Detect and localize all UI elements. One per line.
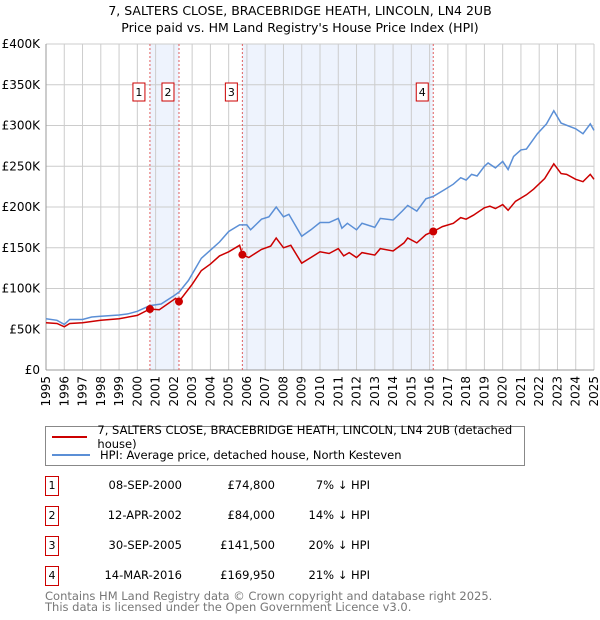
x-tick-label: 2001	[149, 376, 163, 407]
x-tick-label: 2014	[386, 376, 400, 407]
sale-label-box	[161, 82, 175, 102]
x-tick-label: 2017	[441, 376, 455, 407]
x-tick-label: 2000	[130, 376, 144, 407]
sale-label-box	[224, 82, 238, 102]
y-tick-label: £100K	[2, 282, 42, 296]
sale-label-box	[132, 82, 146, 102]
transaction-hpi-diff: 21% ↓ HPI	[308, 568, 370, 582]
x-tick-label: 1999	[112, 376, 126, 407]
x-tick-label: 2022	[532, 376, 546, 407]
transaction-row: 3 30-SEP-2005 £141,500 20% ↓ HPI	[45, 536, 545, 556]
chart-subtitle: Price paid vs. HM Land Registry's House …	[121, 20, 479, 35]
transaction-row: 1 08-SEP-2000 £74,800 7% ↓ HPI	[45, 476, 545, 496]
chart-title: 7, SALTERS CLOSE, BRACEBRIDGE HEATH, LIN…	[108, 3, 492, 18]
y-tick-label: £250K	[2, 159, 42, 173]
transaction-number: 1	[45, 476, 59, 496]
footer-licence: This data is licensed under the Open Gov…	[45, 600, 412, 614]
transaction-date: 30-SEP-2005	[108, 538, 182, 552]
transaction-price: £74,800	[227, 478, 275, 492]
x-tick-label: 2002	[167, 376, 181, 407]
y-tick-label: £400K	[2, 37, 42, 51]
legend-swatch-property	[52, 436, 88, 438]
y-tick-label: £350K	[2, 78, 42, 92]
transaction-date: 12-APR-2002	[107, 508, 182, 522]
transaction-price: £84,000	[227, 508, 275, 522]
x-tick-label: 1995	[39, 376, 53, 407]
price-chart: 1995 1996 1997 1998 1999 2000 2001 2002 2003 2004…	[2, 37, 600, 407]
x-tick-label: 2019	[477, 376, 491, 407]
transaction-row: 4 14-MAR-2016 £169,950 21% ↓ HPI	[45, 566, 545, 586]
x-tick-label: 2021	[514, 376, 528, 407]
transaction-price: £141,500	[220, 538, 275, 552]
x-tick-label: 2008	[276, 376, 290, 407]
legend-label-hpi: HPI: Average price, detached house, Nort…	[100, 448, 402, 462]
x-tick-label: 2007	[258, 376, 272, 407]
sale-point	[238, 250, 247, 259]
x-tick-label: 2012	[350, 376, 364, 407]
x-tick-label: 2006	[240, 376, 254, 407]
x-tick-label: 2025	[587, 376, 600, 407]
y-tick-label: £150K	[2, 241, 42, 255]
legend-swatch-hpi	[52, 454, 90, 456]
x-tick-label: 2020	[496, 376, 510, 407]
x-tick-label: 2013	[368, 376, 382, 407]
legend: 7, SALTERS CLOSE, BRACEBRIDGE HEATH, LIN…	[45, 423, 525, 466]
transaction-number: 3	[45, 536, 59, 556]
footer-copyright: Contains HM Land Registry data © Crown c…	[45, 589, 493, 603]
x-tick-label: 2003	[185, 376, 199, 407]
x-tick-label: 2015	[404, 376, 418, 407]
sale-point	[429, 227, 438, 236]
transaction-hpi-diff: 7% ↓ HPI	[315, 478, 370, 492]
sale-point	[145, 305, 154, 314]
x-tick-label: 2010	[313, 376, 327, 407]
transaction-row: 2 12-APR-2002 £84,000 14% ↓ HPI	[45, 506, 545, 526]
transaction-number: 2	[45, 506, 59, 526]
sale-label-box	[415, 82, 429, 102]
x-tick-label: 2011	[331, 376, 345, 407]
x-tick-label: 1998	[94, 376, 108, 407]
sale-label: 1	[135, 86, 142, 99]
sale-label: 3	[228, 86, 235, 99]
x-tick-label: 2016	[423, 376, 437, 407]
transaction-date: 14-MAR-2016	[104, 568, 182, 582]
transaction-date: 08-SEP-2000	[108, 478, 182, 492]
y-tick-label: £200K	[2, 200, 42, 214]
transaction-number: 4	[45, 566, 59, 586]
legend-label-property: 7, SALTERS CLOSE, BRACEBRIDGE HEATH, LIN…	[97, 423, 513, 451]
transaction-price: £169,950	[220, 568, 275, 582]
transaction-hpi-diff: 20% ↓ HPI	[308, 538, 370, 552]
x-tick-label: 2004	[203, 376, 217, 407]
x-tick-label: 2005	[222, 376, 236, 407]
y-tick-label: £50K	[9, 322, 41, 336]
sale-point	[174, 297, 183, 306]
x-tick-label: 1996	[57, 376, 71, 407]
y-tick-label: £300K	[2, 119, 42, 133]
x-tick-label: 2009	[295, 376, 309, 407]
x-tick-label: 1997	[76, 376, 90, 407]
transaction-hpi-diff: 14% ↓ HPI	[308, 508, 370, 522]
x-tick-label: 2018	[459, 376, 473, 407]
legend-item-property: 7, SALTERS CLOSE, BRACEBRIDGE HEATH, LIN…	[52, 423, 524, 451]
x-tick-label: 2024	[569, 376, 583, 407]
series-line-hpi	[45, 109, 595, 326]
x-tick-label: 2023	[550, 376, 564, 407]
legend-item-hpi: HPI: Average price, detached house, Nort…	[52, 447, 402, 463]
sale-label: 4	[419, 86, 426, 99]
y-tick-label: £0	[25, 363, 40, 377]
sale-label: 2	[164, 86, 171, 99]
